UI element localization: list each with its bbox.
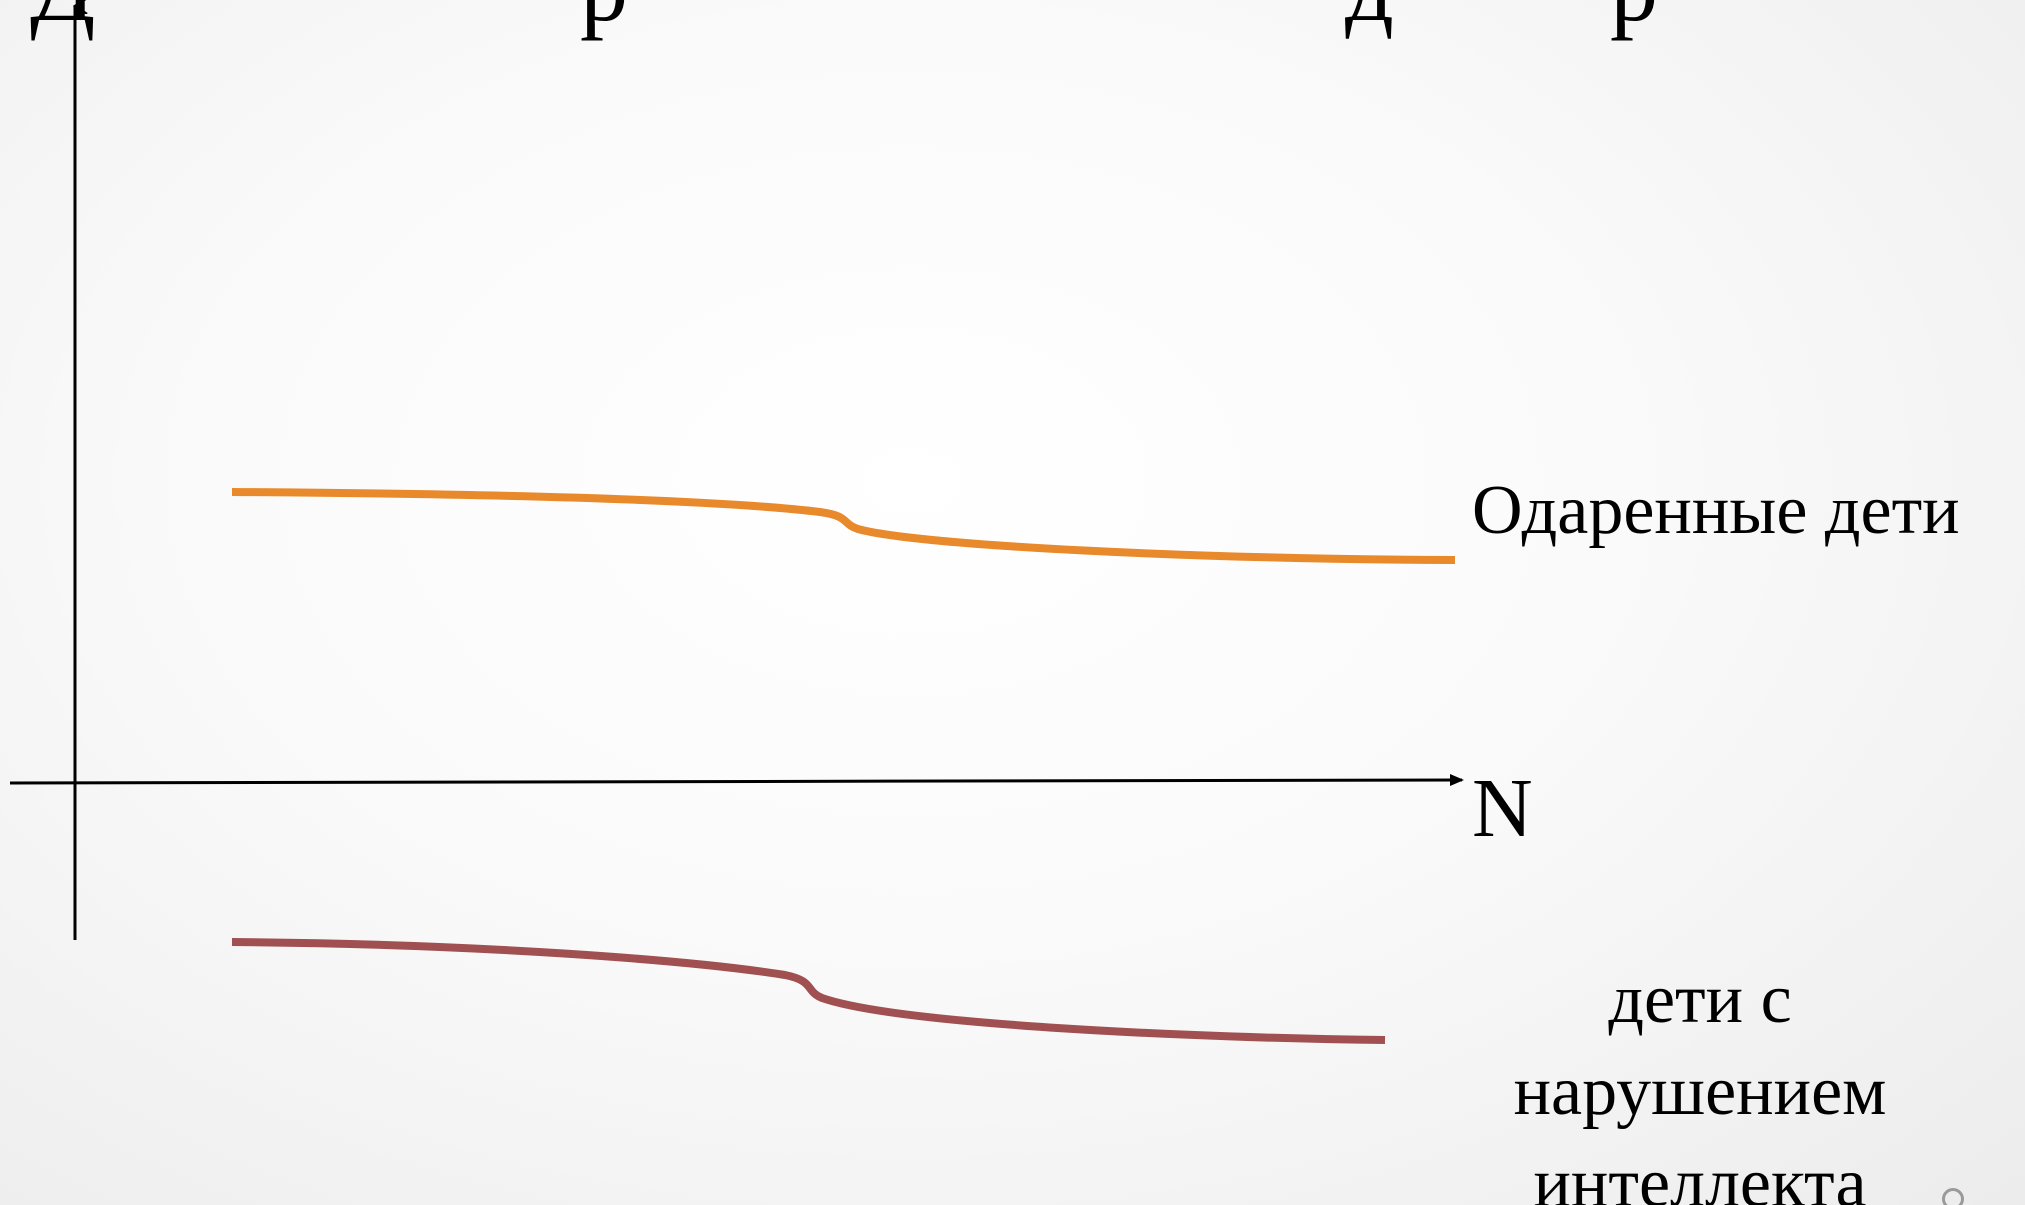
x-axis bbox=[9, 774, 1464, 787]
impaired-label-line: дети с bbox=[1608, 961, 1792, 1038]
title-fragment: р bbox=[580, 0, 628, 36]
title-fragment: р bbox=[1610, 0, 1658, 36]
gifted-curve bbox=[231, 488, 1456, 564]
impaired-label-line: интеллекта bbox=[1533, 1145, 1867, 1205]
title-fragment: д bbox=[1345, 0, 1394, 36]
page-number-mark bbox=[1942, 1188, 1964, 1205]
impaired-label-line: нарушением bbox=[1513, 1053, 1887, 1130]
impaired-curve bbox=[231, 938, 1386, 1044]
gifted-label: Одаренные дети bbox=[1472, 472, 1960, 549]
x-axis-label: N bbox=[1472, 762, 1533, 855]
impaired-label: дети с нарушением интеллекта bbox=[1490, 954, 1910, 1205]
